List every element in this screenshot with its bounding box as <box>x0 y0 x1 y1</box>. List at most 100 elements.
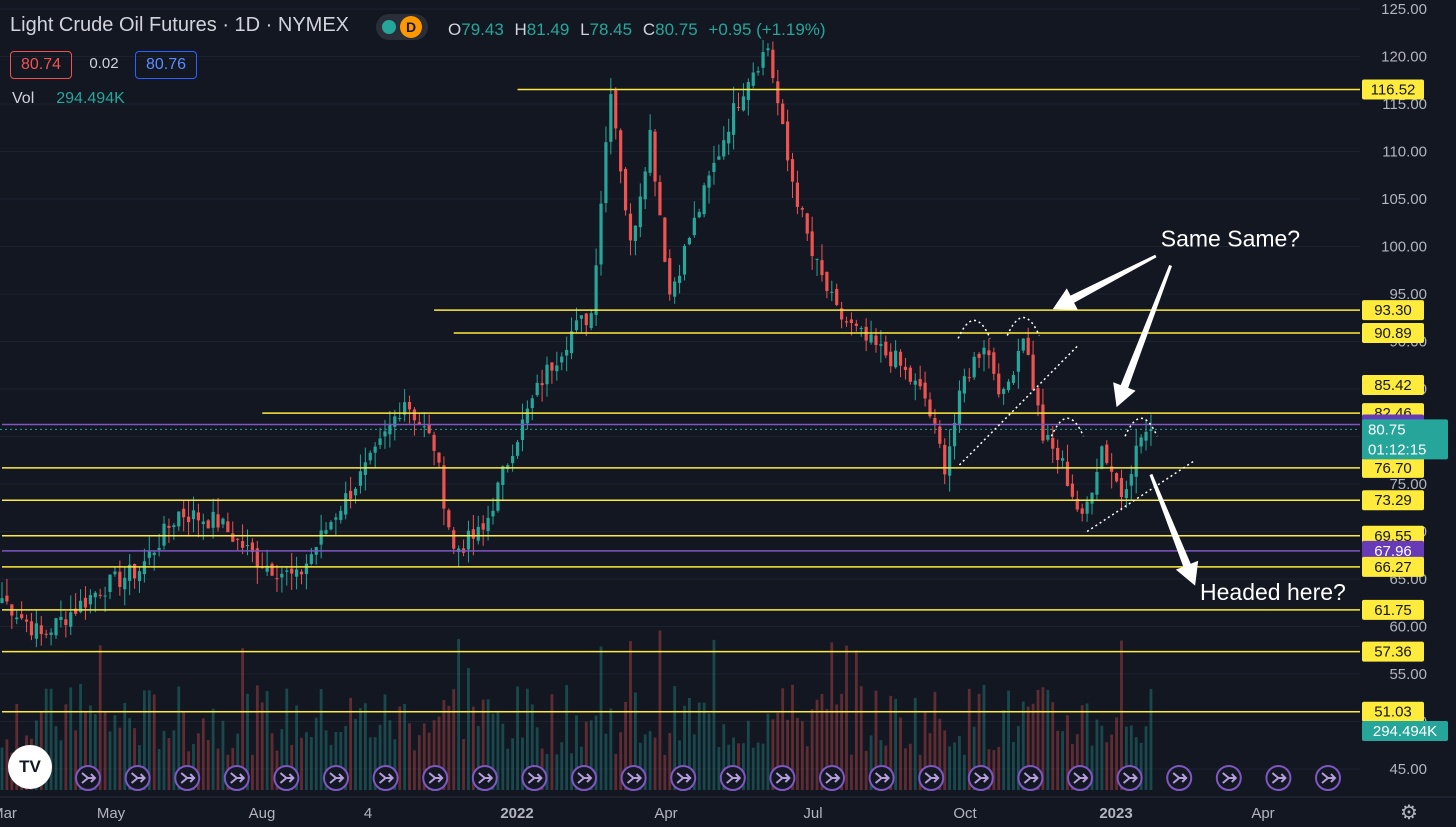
candle-body[interactable] <box>884 341 888 356</box>
candle-body[interactable] <box>319 530 323 545</box>
candle-body[interactable] <box>206 520 210 529</box>
price-level-badge[interactable] <box>1362 457 1424 478</box>
candle-body[interactable] <box>540 383 544 386</box>
candle-body[interactable] <box>118 571 122 587</box>
candle-body[interactable] <box>1016 350 1020 372</box>
candle-body[interactable] <box>928 399 932 417</box>
candle-body[interactable] <box>191 510 196 520</box>
candle-body[interactable] <box>795 182 800 207</box>
candle-body[interactable] <box>648 129 652 173</box>
candle-body[interactable] <box>584 313 588 326</box>
candle-body[interactable] <box>388 424 392 435</box>
candle-body[interactable] <box>766 48 770 51</box>
candle-body[interactable] <box>49 632 53 635</box>
candle-body[interactable] <box>324 530 328 534</box>
candle-body[interactable] <box>103 595 107 597</box>
candle-body[interactable] <box>403 402 407 415</box>
annotation-arrow[interactable] <box>1149 473 1199 586</box>
candle-body[interactable] <box>427 424 431 434</box>
candle-body[interactable] <box>727 131 731 144</box>
candle-body[interactable] <box>908 367 912 382</box>
candle-body[interactable] <box>412 409 417 421</box>
price-level-badge[interactable] <box>1362 525 1424 546</box>
candle-body[interactable] <box>619 130 623 172</box>
candle-body[interactable] <box>417 422 421 425</box>
candle-body[interactable] <box>93 592 97 598</box>
candle-body[interactable] <box>903 366 908 370</box>
candle-body[interactable] <box>231 533 235 542</box>
candle-body[interactable] <box>987 350 991 356</box>
candle-body[interactable] <box>0 598 4 603</box>
candle-body[interactable] <box>339 510 343 521</box>
candle-body[interactable] <box>623 168 628 211</box>
candle-body[interactable] <box>20 614 24 619</box>
candle-body[interactable] <box>123 577 127 590</box>
candle-body[interactable] <box>491 510 495 517</box>
volume-badge[interactable] <box>1362 721 1448 741</box>
dotted-arc[interactable] <box>957 319 991 339</box>
candle-body[interactable] <box>447 510 451 528</box>
candle-body[interactable] <box>530 398 534 409</box>
candle-body[interactable] <box>874 335 878 346</box>
candle-body[interactable] <box>918 379 922 387</box>
candle-body[interactable] <box>555 365 559 372</box>
candle-body[interactable] <box>245 545 250 547</box>
candle-body[interactable] <box>383 431 387 437</box>
candle-body[interactable] <box>1006 381 1011 391</box>
candle-body[interactable] <box>265 565 269 572</box>
candle-body[interactable] <box>859 328 863 330</box>
candle-body[interactable] <box>1031 354 1035 390</box>
candle-body[interactable] <box>972 356 976 378</box>
candle-body[interactable] <box>501 466 505 486</box>
candle-body[interactable] <box>1100 446 1104 469</box>
candle-body[interactable] <box>142 561 146 575</box>
candle-body[interactable] <box>854 323 858 326</box>
candle-body[interactable] <box>820 260 824 276</box>
candle-body[interactable] <box>334 517 338 520</box>
candle-body[interactable] <box>677 275 682 284</box>
candle-body[interactable] <box>1051 437 1055 449</box>
candle-body[interactable] <box>712 162 716 172</box>
dotted-arc[interactable] <box>1006 316 1040 336</box>
candle-body[interactable] <box>177 511 181 527</box>
candle-body[interactable] <box>525 408 529 424</box>
candle-body[interactable] <box>83 597 88 608</box>
candle-body[interactable] <box>805 213 809 234</box>
candle-body[interactable] <box>673 281 677 297</box>
candle-body[interactable] <box>643 171 647 200</box>
candle-body[interactable] <box>894 350 898 368</box>
candle-body[interactable] <box>923 382 927 399</box>
candle-body[interactable] <box>1110 466 1114 472</box>
symbol-title[interactable]: Light Crude Oil Futures · 1D · NYMEX <box>10 14 349 36</box>
candle-body[interactable] <box>147 551 151 558</box>
candle-body[interactable] <box>280 573 284 578</box>
candle-body[interactable] <box>108 574 112 592</box>
candle-body[interactable] <box>481 523 485 530</box>
candle-body[interactable] <box>982 347 986 355</box>
candle-body[interactable] <box>1149 429 1153 432</box>
candle-body[interactable] <box>196 512 200 521</box>
candle-body[interactable] <box>422 426 426 428</box>
candle-body[interactable] <box>889 351 893 367</box>
candle-body[interactable] <box>741 96 746 111</box>
dotted-arc[interactable] <box>1050 417 1085 437</box>
price-level-badge[interactable] <box>1362 641 1424 662</box>
dotted-arc[interactable] <box>1124 417 1158 437</box>
candle-body[interactable] <box>702 185 706 215</box>
candle-body[interactable] <box>1144 431 1148 441</box>
candle-body[interactable] <box>407 401 412 410</box>
candle-body[interactable] <box>574 320 579 331</box>
candle-body[interactable] <box>943 444 947 475</box>
candle-body[interactable] <box>938 426 942 444</box>
candle-body[interactable] <box>201 521 205 525</box>
price-level-badge[interactable] <box>1362 556 1424 577</box>
candle-body[interactable] <box>717 156 721 160</box>
candle-body[interactable] <box>879 344 883 346</box>
candle-body[interactable] <box>378 438 382 445</box>
candle-body[interactable] <box>790 159 795 182</box>
annotation-arrow[interactable] <box>1052 254 1157 310</box>
candle-body[interactable] <box>628 213 633 241</box>
price-level-badge[interactable] <box>1362 375 1424 396</box>
candle-body[interactable] <box>614 90 618 129</box>
price-level-badge[interactable] <box>1362 300 1424 321</box>
